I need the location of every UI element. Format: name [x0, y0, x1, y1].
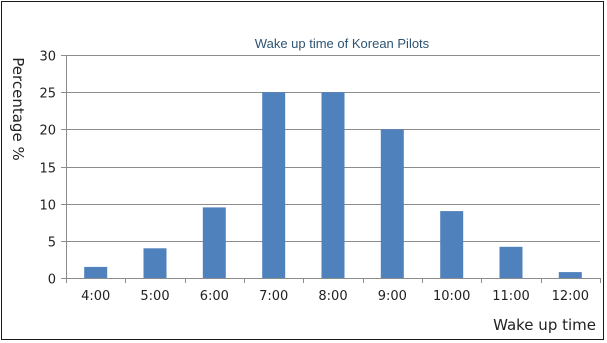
- x-tick-label: 6:00: [200, 289, 229, 304]
- x-tick-label: 8:00: [318, 289, 347, 304]
- bar: [440, 211, 464, 278]
- chart-title: Wake up time of Korean Pilots: [255, 36, 430, 51]
- x-tick-label: 4:00: [81, 289, 110, 304]
- bar: [143, 248, 167, 278]
- y-tick-label: 15: [39, 162, 56, 177]
- y-tick-label: 0: [48, 273, 56, 288]
- x-tick-label: 5:00: [140, 289, 169, 304]
- x-tick-label: 12:00: [552, 289, 589, 304]
- bar: [84, 266, 108, 278]
- y-tick-label: 20: [39, 124, 56, 139]
- x-tick-label: 7:00: [259, 289, 288, 304]
- y-axis-label: Percentage %: [9, 57, 27, 160]
- y-tick-label: 10: [39, 199, 56, 214]
- bar: [380, 129, 404, 278]
- axes: [61, 55, 601, 283]
- x-axis-label: Wake up time: [493, 316, 596, 334]
- bars: [84, 92, 582, 278]
- bar: [321, 92, 345, 278]
- x-tick-label: 9:00: [378, 289, 407, 304]
- bar: [202, 207, 226, 278]
- bar: [499, 246, 523, 278]
- y-tick-labels: 0 5 10 15 20 25 30: [39, 50, 56, 288]
- x-tick-label: 10:00: [433, 289, 470, 304]
- x-tick-label: 11:00: [492, 289, 529, 304]
- bar: [558, 272, 582, 278]
- y-tick-label: 30: [39, 50, 56, 65]
- y-tick-label: 25: [39, 87, 56, 102]
- y-tick-label: 5: [48, 236, 56, 251]
- bar: [262, 92, 286, 278]
- x-tick-labels: 4:00 5:00 6:00 7:00 8:00 9:00 10:00 11:00 12:00: [81, 289, 589, 304]
